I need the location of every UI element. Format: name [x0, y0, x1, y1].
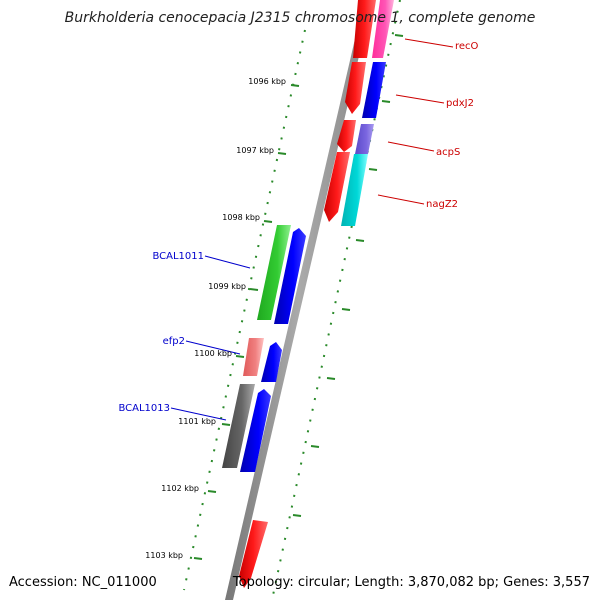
gene-label-pdxJ2[interactable]: pdxJ2 [446, 98, 474, 109]
tick-label-1102: 1102 kbp [161, 484, 199, 493]
tick-marks [193, 34, 404, 560]
gene-arrow-blue-1 [362, 62, 386, 118]
gene-arrow-gray-1 [222, 384, 255, 468]
gene-label-BCAL1011[interactable]: BCAL1011 [152, 251, 204, 262]
gene-leaders-right [377, 38, 454, 205]
gene-arrow-pink-1 [372, 0, 394, 58]
gene-arrow-red-1 [353, 0, 376, 58]
gene-arrow-salmon-1 [243, 338, 264, 376]
inner-dotted-ring [183, 29, 306, 591]
gene-arrow-blue-3 [261, 342, 282, 382]
tick-label-1097: 1097 kbp [236, 146, 274, 155]
gene-label-efp2[interactable]: efp2 [163, 336, 185, 347]
gene-arrow-blue-2 [274, 228, 306, 324]
tick-label-1103: 1103 kbp [145, 551, 183, 560]
gene-leaders-left [170, 255, 251, 421]
gene-arrow-cyan-1 [341, 154, 368, 226]
chromosome-backbone [225, 0, 372, 600]
gene-arrow-blue-4 [240, 389, 271, 472]
gene-arrow-red-2 [345, 62, 366, 114]
tick-label-1098: 1098 kbp [222, 213, 260, 222]
gene-features-left [222, 225, 306, 588]
genome-title: Burkholderia cenocepacia J2315 chromosom… [64, 10, 536, 26]
gene-label-BCAL1013[interactable]: BCAL1013 [118, 403, 170, 414]
tick-label-1096: 1096 kbp [248, 77, 286, 86]
accession-text: Accession: NC_011000 [9, 575, 157, 590]
tick-label-1099: 1099 kbp [208, 282, 246, 291]
gene-arrow-red-3 [337, 120, 356, 152]
gene-features-right [324, 0, 394, 226]
gene-label-recO[interactable]: recO [455, 41, 479, 52]
gene-label-acpS[interactable]: acpS [436, 147, 460, 158]
gene-arrow-red-5 [239, 520, 268, 588]
topology-text: Topology: circular; Length: 3,870,082 bp… [232, 575, 590, 590]
gene-arrow-red-4 [324, 152, 350, 222]
gene-arrow-purple-1 [355, 124, 374, 154]
gene-label-nagZ2[interactable]: nagZ2 [426, 199, 458, 210]
tick-label-1101: 1101 kbp [178, 417, 216, 426]
tick-label-1100: 1100 kbp [194, 349, 232, 358]
gene-arrow-green-1 [257, 225, 291, 320]
